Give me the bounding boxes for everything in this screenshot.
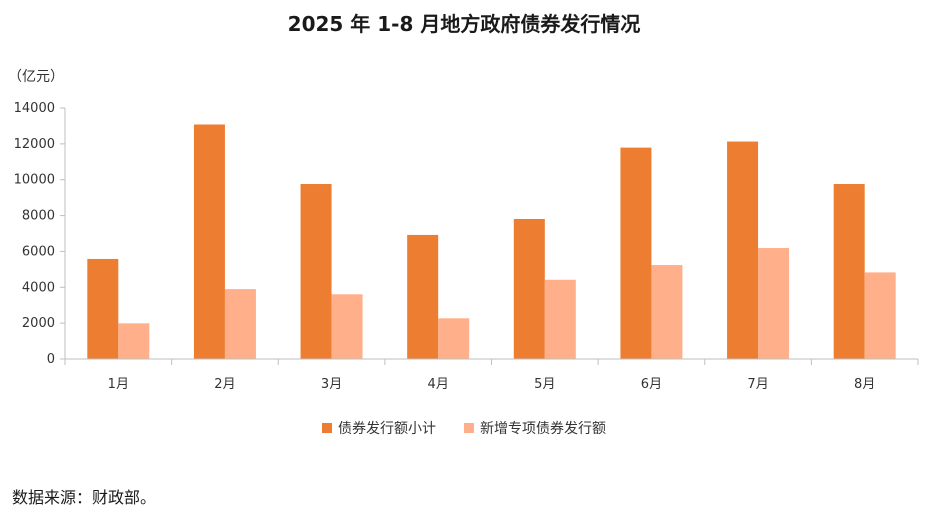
y-tick-label: 8000 [22,209,55,224]
x-tick-label: 3月 [321,377,342,392]
legend-label-special: 新增专项债券发行额 [480,421,606,437]
y-tick-label: 0 [47,352,55,367]
y-tick-label: 6000 [22,244,55,259]
y-tick-label: 14000 [14,101,55,116]
bar-special-6 [651,265,683,359]
x-tick-label: 2月 [214,377,235,392]
legend-swatch-special [464,423,474,433]
bar-special-5 [544,279,576,359]
bar-total-6 [620,147,652,359]
bar-total-1 [87,258,119,359]
bar-special-4 [438,318,470,359]
legend-item-special: 新增专项债券发行额 [464,418,606,438]
bar-total-2 [193,124,225,359]
legend-label-total: 债券发行额小计 [338,421,436,437]
x-tick-label: 7月 [747,377,768,392]
legend-swatch-total [322,423,332,433]
y-tick-label: 10000 [14,173,55,188]
x-tick-label: 8月 [854,377,875,392]
y-tick-label: 12000 [14,137,55,152]
bar-total-3 [300,184,332,359]
bar-total-7 [727,141,759,359]
bar-special-2 [224,289,256,359]
x-tick-label: 6月 [641,377,662,392]
bar-total-5 [513,218,545,359]
bar-special-7 [758,248,790,359]
source-note: 数据来源：财政部。 [12,488,157,507]
bar-total-8 [833,184,865,359]
chart-legend: 债券发行额小计 新增专项债券发行额 [0,418,928,438]
chart-title: 2025 年 1-8 月地方政府债券发行情况 [287,12,641,36]
y-tick-label: 4000 [22,280,55,295]
bar-special-1 [118,323,150,359]
y-axis-unit-label: （亿元） [8,69,64,85]
bar-total-4 [407,234,439,359]
x-tick-label: 4月 [428,377,449,392]
legend-item-total: 债券发行额小计 [322,418,436,438]
bar-chart: 0 2000 4000 6000 8000 10000 12000 14000 1月 2月 3月 4… [14,101,919,392]
x-tick-label: 5月 [534,377,555,392]
bar-special-8 [864,272,896,359]
bar-special-3 [331,294,363,359]
x-tick-label: 1月 [108,377,129,392]
y-tick-label: 2000 [22,316,55,331]
